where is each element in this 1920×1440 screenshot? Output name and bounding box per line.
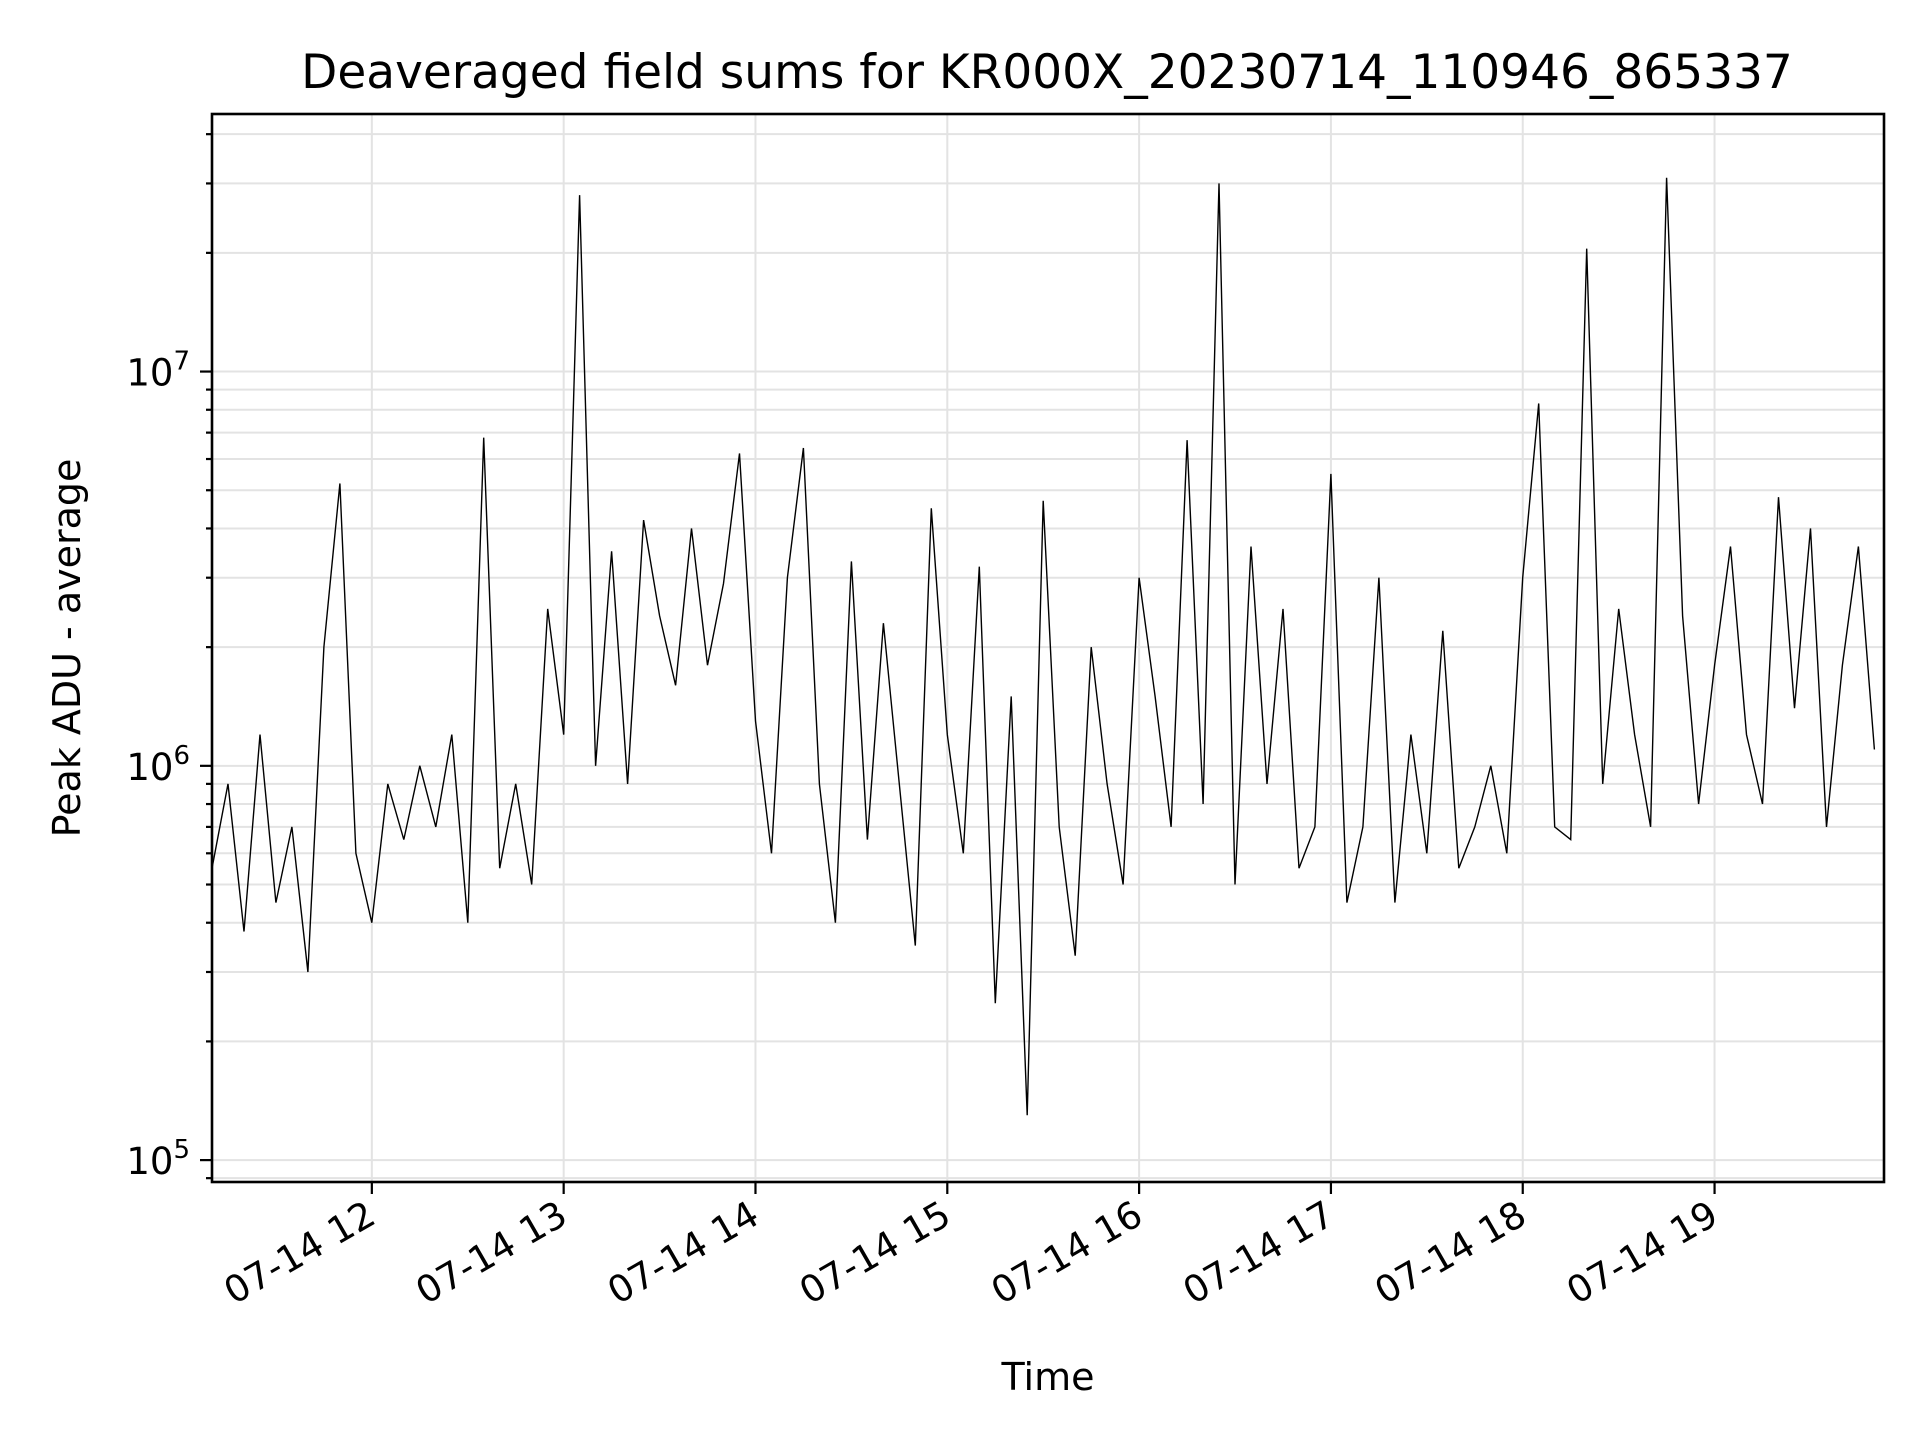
y-tick-label: 106: [126, 741, 190, 789]
grid-layer: [212, 114, 1884, 1182]
x-axis-label: Time: [1001, 1355, 1095, 1399]
y-axis-label: Peak ADU - average: [45, 459, 89, 838]
y-tick-label: 105: [126, 1135, 190, 1183]
y-tick-label: 107: [126, 347, 190, 395]
series-layer: [211, 177, 1876, 1116]
series-line: [211, 177, 1876, 1116]
y-axis: 105 106 107: [126, 133, 212, 1183]
chart-title: Deaveraged field sums for KR000X_2023071…: [301, 45, 1793, 100]
